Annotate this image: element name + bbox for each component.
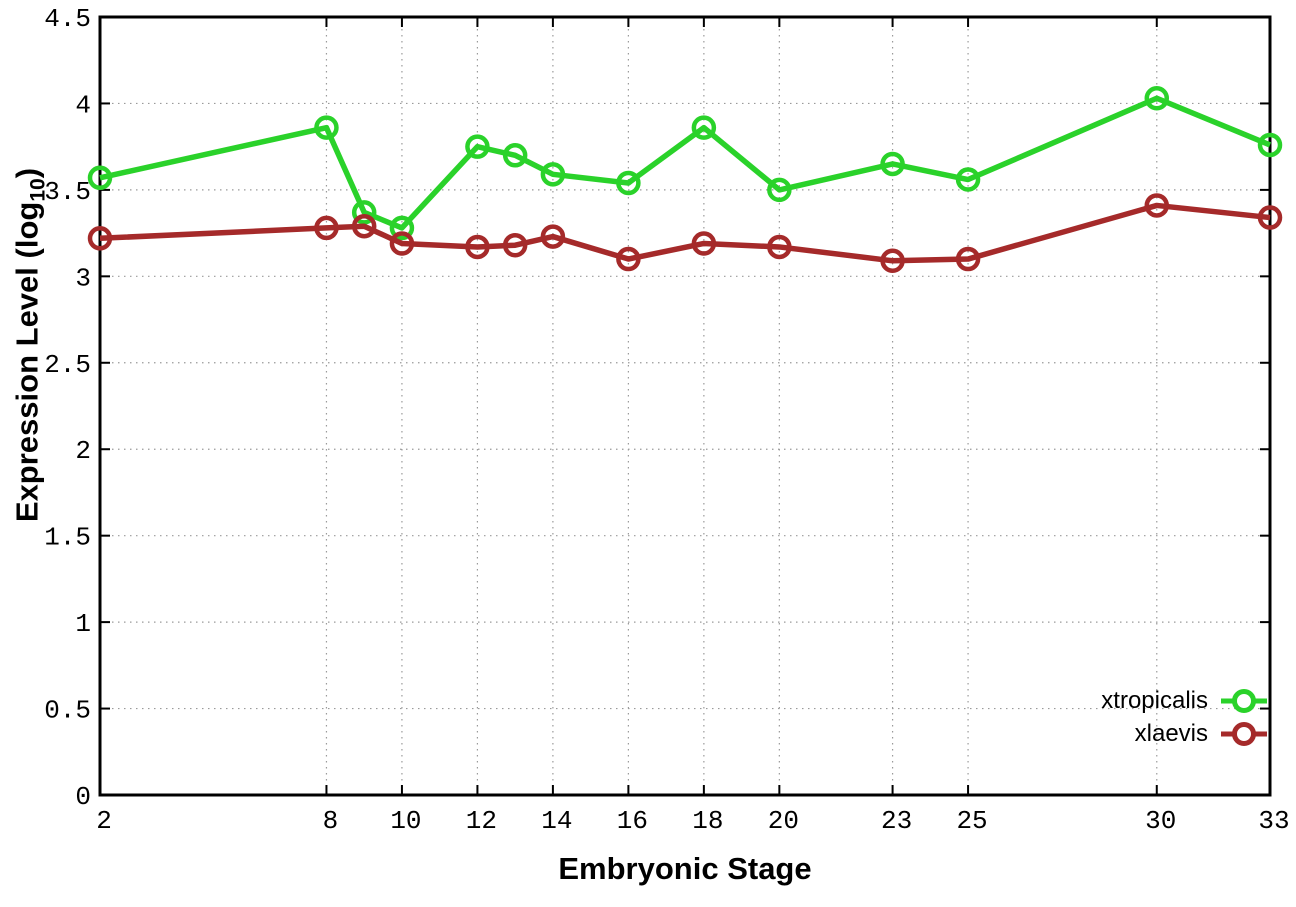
data-point-marker — [389, 215, 415, 241]
data-point-marker — [616, 246, 641, 272]
x-tick-label: 20 — [768, 806, 799, 836]
data-point-marker — [540, 162, 566, 187]
data-point-marker — [540, 224, 566, 249]
data-point-marker — [1144, 86, 1170, 111]
y-tick-label: 1 — [75, 609, 91, 639]
y-tick-label: 3.5 — [44, 177, 91, 207]
data-point-marker — [880, 248, 905, 274]
legend-item-xlaevis: xlaevis — [1135, 719, 1268, 748]
x-tick-label: 8 — [323, 806, 339, 836]
y-axis-title-subscript: 10 — [26, 178, 50, 202]
data-point-marker — [616, 170, 641, 196]
data-point-marker — [314, 115, 339, 140]
y-tick-label: 1.5 — [44, 523, 91, 553]
data-point-marker — [351, 213, 377, 239]
x-tick-label: 33 — [1258, 806, 1289, 836]
data-point-marker — [1144, 193, 1170, 218]
y-tick-label: 0 — [75, 782, 91, 812]
legend-item-xtropicalis: xtropicalis — [1101, 686, 1268, 715]
data-point-marker — [389, 231, 415, 256]
y-tick-label: 2 — [75, 436, 91, 466]
y-axis-title-close: ) — [9, 167, 45, 179]
series-xtropicalis — [87, 86, 1283, 241]
data-point-marker — [955, 246, 981, 272]
x-tick-label: 25 — [956, 806, 987, 836]
y-tick-labels: 0 0.5 1 1.5 2 2.5 3 3.5 4 4.5 — [44, 4, 91, 812]
x-tick-label: 14 — [541, 806, 572, 836]
x-tick-label: 16 — [617, 806, 648, 836]
legend-label: xtropicalis — [1101, 686, 1208, 714]
x-tick-label: 12 — [466, 806, 497, 836]
data-point-marker — [502, 232, 528, 258]
data-point-marker — [502, 143, 528, 168]
data-point-marker — [87, 226, 113, 251]
y-axis-title: Expression Level (log10) — [9, 168, 50, 522]
x-tick-label: 10 — [390, 806, 421, 836]
x-axis-title: Embryonic Stage — [558, 851, 812, 886]
data-point-marker — [465, 234, 490, 260]
y-tick-label: 4.5 — [44, 4, 91, 34]
series-line — [99, 202, 1271, 264]
y-tick-label: 4 — [75, 90, 91, 120]
data-point-marker — [1257, 205, 1283, 230]
data-point-marker — [691, 115, 717, 140]
x-tick-labels: 2 8 10 12 14 16 18 20 23 25 30 33 — [96, 806, 1289, 836]
data-point-marker — [691, 231, 717, 256]
data-point-marker — [767, 234, 792, 260]
plot-border — [98, 15, 1272, 797]
x-tick-label: 23 — [881, 806, 912, 836]
y-tick-label: 3 — [75, 263, 91, 293]
data-point-marker — [314, 215, 339, 241]
x-tick-label: 18 — [692, 806, 723, 836]
gridlines — [100, 17, 1270, 795]
x-tick-label: 30 — [1145, 806, 1176, 836]
data-point-marker — [465, 134, 490, 159]
y-tick-label: 0.5 — [44, 696, 91, 726]
data-point-marker — [87, 165, 113, 191]
data-point-marker — [880, 151, 905, 177]
x-tick-label: 2 — [96, 806, 112, 836]
y-axis-title-text: Expression Level (log — [9, 201, 45, 523]
line-circle-marker-icon — [1221, 688, 1267, 713]
data-point-marker — [955, 167, 981, 192]
series-line — [99, 95, 1272, 231]
data-point-marker — [1257, 132, 1283, 158]
data-point-marker — [767, 177, 792, 203]
legend-label: xlaevis — [1134, 719, 1208, 747]
line-circle-marker-icon — [1221, 721, 1267, 746]
legend: xtropicalis xlaevis — [1101, 686, 1268, 748]
series-xlaevis — [87, 193, 1283, 274]
tick-marks — [99, 16, 1271, 796]
y-tick-label: 2.5 — [44, 350, 91, 380]
data-point-marker — [351, 200, 377, 225]
